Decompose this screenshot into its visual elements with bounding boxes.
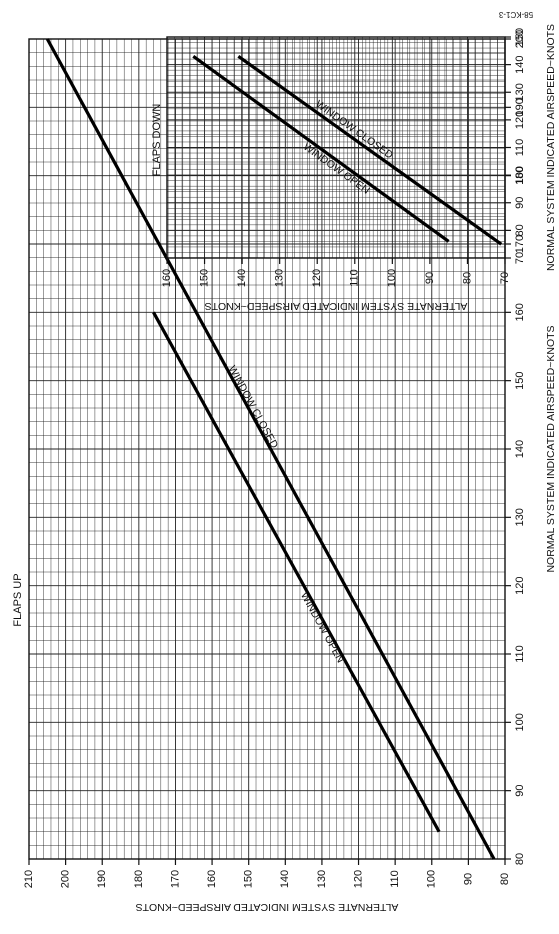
x-tick-label: 120 (514, 576, 526, 594)
series-line-window-open (152, 311, 441, 833)
y-tick-label: 130 (316, 870, 328, 888)
x-tick-label: 120 (514, 111, 526, 129)
x-tick-label: 200 (514, 30, 526, 48)
y-tick-label: 180 (133, 870, 145, 888)
x-tick-label: 80 (514, 853, 526, 865)
x-tick-label: 180 (514, 166, 526, 184)
flaps-up-title: FLAPS UP (12, 573, 24, 626)
y-tick-label: 90 (424, 272, 436, 284)
y-tick-label: 160 (206, 870, 218, 888)
x-tick-label: 100 (514, 166, 526, 184)
y-tick-label: 140 (279, 870, 291, 888)
x-tick-label: 90 (514, 785, 526, 797)
x-tick-label: 190 (514, 98, 526, 116)
x-tick-label: 170 (514, 235, 526, 253)
flaps-up-chart: 80 90 100 110 120 130 140 150 160 170 180 190 200 80 9… (12, 30, 557, 913)
y-tick-label: 120 (311, 269, 323, 287)
x-tick-label: 70 (514, 252, 526, 264)
x-tick-label: 150 (514, 28, 526, 46)
x-tick-label: 140 (514, 440, 526, 458)
y-tick-label: 120 (352, 870, 364, 888)
y-tick-label: 110 (349, 269, 361, 287)
y-tick-label: 110 (389, 870, 401, 888)
y-tick-label: 140 (236, 269, 248, 287)
y-tick-label: 80 (461, 272, 473, 284)
flaps-up-x-axis-label: NORMAL SYSTEM INDICATED AIRSPEED~KNOTS (545, 325, 557, 572)
y-tick-label: 90 (462, 873, 474, 885)
x-tick-label: 110 (514, 645, 526, 663)
y-tick-label: 170 (169, 870, 181, 888)
flaps-down-chart: 7080901001101201301401507080901001101201… (151, 24, 557, 312)
y-tick-label: 130 (274, 269, 286, 287)
flaps-down-title: FLAPS DOWN (151, 104, 163, 177)
x-tick-label: 90 (514, 197, 526, 209)
flaps-down-y-axis-label: ALTERNATE SYSTEM INDICATED AIRSPEED~KNOT… (205, 300, 468, 312)
series-line-window-closed (45, 38, 496, 860)
series-line-window-closed (237, 55, 503, 246)
x-tick-label: 80 (514, 224, 526, 236)
y-tick-label: 190 (96, 870, 108, 888)
flaps-up-y-axis-label: ALTERNATE SYSTEM INDICATED AIRSPEED~KNOT… (136, 901, 399, 913)
x-tick-label: 100 (514, 713, 526, 731)
y-tick-label: 70 (499, 272, 511, 284)
y-tick-label: 150 (198, 269, 210, 287)
x-tick-label: 110 (514, 139, 526, 157)
x-tick-label: 160 (514, 303, 526, 321)
series-line-window-open (192, 55, 450, 243)
y-tick-label: 80 (499, 873, 511, 885)
y-tick-label: 160 (161, 269, 173, 287)
flaps-down-x-axis-label: NORMAL SYSTEM INDICATED AIRSPEED~KNOTS (545, 24, 557, 271)
flaps-down-grid (166, 36, 506, 259)
y-tick-label: 210 (23, 870, 35, 888)
figure-code: 58-KC1-3 (498, 10, 533, 19)
y-tick-label: 200 (60, 870, 72, 888)
x-tick-label: 150 (514, 371, 526, 389)
x-tick-label: 130 (514, 83, 526, 101)
y-tick-label: 100 (386, 269, 398, 287)
x-tick-label: 140 (514, 55, 526, 73)
y-tick-label: 100 (426, 870, 438, 888)
flaps-up-grid (28, 38, 506, 860)
x-tick-label: 130 (514, 508, 526, 526)
y-tick-label: 150 (243, 870, 255, 888)
